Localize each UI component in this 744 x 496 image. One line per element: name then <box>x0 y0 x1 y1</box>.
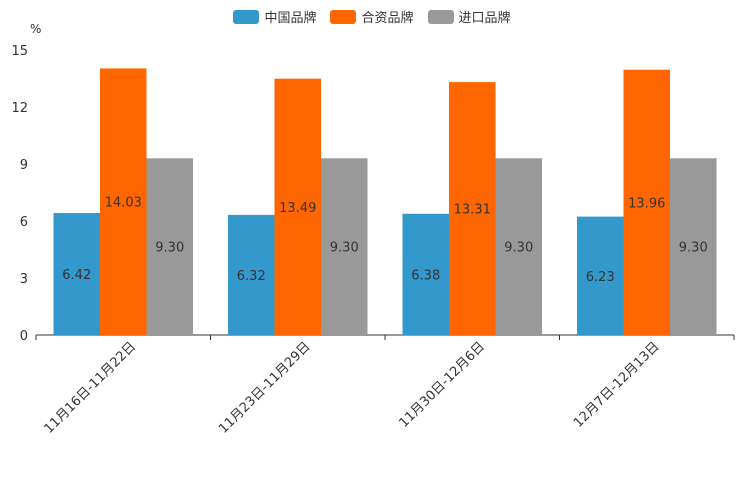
x-category-label: 11月23日-11月29日 <box>216 339 313 436</box>
y-tick-label: 3 <box>20 272 28 287</box>
bar <box>321 158 368 335</box>
bar <box>100 68 147 336</box>
bar-value-label: 6.38 <box>411 268 440 283</box>
y-tick-label: 12 <box>11 101 28 116</box>
bar <box>402 213 449 335</box>
bar <box>146 158 193 335</box>
legend-swatch-jv-brand <box>330 9 357 24</box>
bar-value-label: 14.03 <box>105 196 142 211</box>
bar-value-label: 9.30 <box>504 241 533 256</box>
bar <box>274 78 321 335</box>
bar-value-label: 6.42 <box>62 268 91 283</box>
bar <box>495 158 542 335</box>
y-tick-label: 0 <box>20 329 28 344</box>
bar-value-label: 13.49 <box>279 201 316 216</box>
x-category-label: 12月7日-12月13日 <box>571 339 663 431</box>
bar <box>228 214 275 335</box>
x-category-label: 11月30日-12月6日 <box>396 339 488 431</box>
legend-swatch-china-brand <box>233 9 260 24</box>
bar-value-label: 9.30 <box>679 241 708 256</box>
bar-value-label: 9.30 <box>155 241 184 256</box>
bar <box>623 69 670 335</box>
legend-item-jv-brand[interactable]: 合资品牌 <box>330 7 414 26</box>
y-axis-unit: % <box>30 22 42 36</box>
bar-value-label: 13.31 <box>454 203 491 218</box>
bar-value-label: 9.30 <box>330 241 359 256</box>
bar-value-label: 13.96 <box>628 196 665 211</box>
legend-label-import-brand: 进口品牌 <box>458 11 511 26</box>
bar-value-label: 6.23 <box>586 270 615 285</box>
legend-label-china-brand: 中国品牌 <box>264 11 317 26</box>
bar <box>449 82 496 335</box>
legend-swatch-import-brand <box>427 9 454 24</box>
legend-label-jv-brand: 合资品牌 <box>361 11 414 26</box>
y-tick-label: 15 <box>11 44 28 59</box>
legend-item-china-brand[interactable]: 中国品牌 <box>233 7 316 26</box>
bar <box>53 213 100 335</box>
legend: 中国品牌 合资品牌 进口品牌 <box>0 7 744 26</box>
y-tick-label: 9 <box>20 158 28 173</box>
legend-item-import-brand[interactable]: 进口品牌 <box>427 7 511 26</box>
y-tick-label: 6 <box>20 215 28 230</box>
x-category-label: 11月16日-11月22日 <box>42 339 139 436</box>
bar-value-label: 6.32 <box>237 269 266 284</box>
bar <box>670 158 717 335</box>
bar <box>577 216 624 335</box>
